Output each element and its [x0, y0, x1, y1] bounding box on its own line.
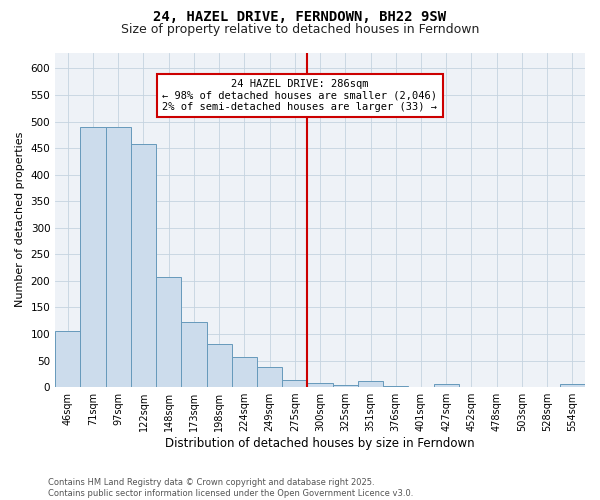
Bar [156, 277, 181, 387]
Bar [332, 386, 358, 387]
Bar [106, 127, 131, 387]
Bar [560, 384, 585, 387]
Bar [181, 322, 206, 387]
Bar [80, 127, 106, 387]
Text: 24, HAZEL DRIVE, FERNDOWN, BH22 9SW: 24, HAZEL DRIVE, FERNDOWN, BH22 9SW [154, 10, 446, 24]
Bar [383, 386, 409, 387]
Bar [307, 383, 332, 387]
Bar [358, 381, 383, 387]
Bar [282, 380, 307, 387]
Text: Contains HM Land Registry data © Crown copyright and database right 2025.
Contai: Contains HM Land Registry data © Crown c… [48, 478, 413, 498]
Bar [434, 384, 459, 387]
Bar [257, 368, 282, 387]
Bar [55, 332, 80, 387]
Bar [131, 144, 156, 387]
X-axis label: Distribution of detached houses by size in Ferndown: Distribution of detached houses by size … [165, 437, 475, 450]
Y-axis label: Number of detached properties: Number of detached properties [15, 132, 25, 308]
Bar [206, 344, 232, 387]
Text: 24 HAZEL DRIVE: 286sqm
← 98% of detached houses are smaller (2,046)
2% of semi-d: 24 HAZEL DRIVE: 286sqm ← 98% of detached… [163, 79, 437, 112]
Text: Size of property relative to detached houses in Ferndown: Size of property relative to detached ho… [121, 22, 479, 36]
Bar [232, 357, 257, 387]
